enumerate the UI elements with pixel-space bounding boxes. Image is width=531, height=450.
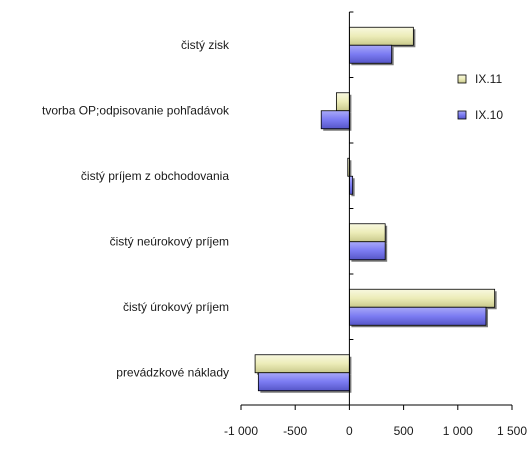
legend-swatch-IX.11 [457,74,467,84]
x-tick-label: -500 [283,424,307,438]
category-labels: čistý zisk tvorba OP;odpisovanie pohľadáv… [42,38,230,380]
legend: IX.11 IX.10 [457,72,503,122]
axes-group [240,11,513,410]
x-tick-label: 1 000 [443,424,473,438]
bar-IX.11-1 [348,26,414,46]
legend-label-IX.10: IX.10 [475,108,503,122]
bar-IX.10-4 [348,241,386,261]
legend-label-IX.11: IX.11 [475,72,502,86]
bar-IX.11-5 [348,288,496,308]
x-tick-label: 500 [394,424,414,438]
category-label: tvorba OP;odpisovanie pohľadávok [42,103,230,117]
category-label: prevádzkové náklady [116,365,229,379]
category-label: čistý neúrokový príjem [110,234,229,248]
bar-IX.11-2 [335,92,350,112]
x-tick-label: 1 500 [497,424,527,438]
bar-IX.11-6 [254,354,350,374]
x-tick-label: 0 [346,424,353,438]
bar-IX.10-1 [348,44,393,64]
category-label: čistý úrokový príjem [123,300,229,314]
x-tick-labels: -1 000 -500 0 500 1 000 1 500 [224,424,527,438]
bar-IX.10-5 [348,306,487,326]
legend-swatch-IX.10 [457,110,467,120]
x-tick-label: -1 000 [224,424,258,438]
bar-IX.10-2 [320,110,350,130]
category-label: čistý príjem z obchodovania [81,169,229,183]
bar-shadow [349,160,352,179]
bar-IX.11-4 [348,223,386,243]
category-label: čistý zisk [181,38,230,52]
bars-group [254,26,497,393]
bar-IX.10-6 [257,372,350,392]
